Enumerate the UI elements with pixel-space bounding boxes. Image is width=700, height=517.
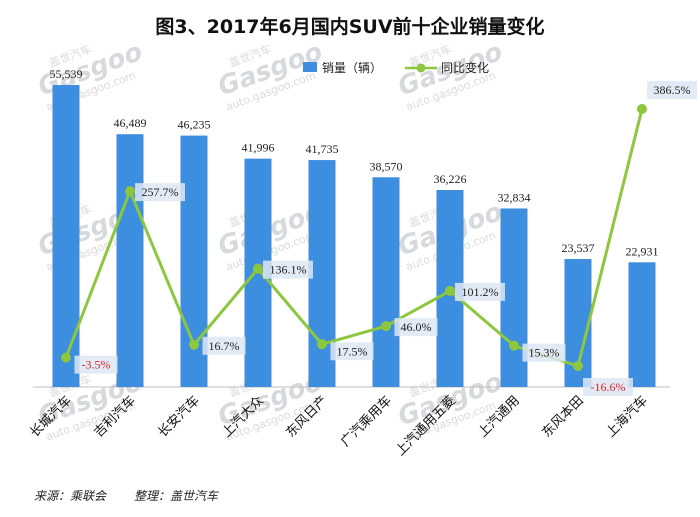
yoy-point <box>253 263 263 274</box>
bar-value-label: 46,235 <box>178 118 211 132</box>
bar <box>116 134 144 387</box>
bar <box>628 262 656 387</box>
category-labels: 长城汽车 吉利汽车 长安汽车 上汽大众 东风日产 广汽乘用车上汽通用五菱 上汽通用 东风本田上… <box>27 393 651 459</box>
yoy-value-label: -3.5% <box>82 358 111 372</box>
yoy-value-label: 136.1% <box>270 263 307 277</box>
yoy-point <box>317 339 327 350</box>
yoy-value-label: 16.7% <box>209 339 240 353</box>
legend-bar-label: 销量（辆） <box>322 61 382 75</box>
bar-value-label: 32,834 <box>498 190 531 204</box>
yoy-label-bg <box>263 260 313 279</box>
yoy-point <box>509 340 519 351</box>
category-label: 广汽乘用车 <box>338 393 395 450</box>
yoy-line-series <box>61 104 647 371</box>
category-label: 长安汽车 <box>155 393 203 441</box>
yoy-label-bg <box>583 378 633 396</box>
bar-value-label: 36,226 <box>434 172 467 186</box>
yoy-label-bg <box>647 81 697 99</box>
yoy-point <box>61 352 71 363</box>
category-label: 上海汽车 <box>603 393 651 441</box>
yoy-value-label: 15.3% <box>529 346 560 360</box>
yoy-label-bg <box>330 342 374 361</box>
bar <box>372 177 400 387</box>
yoy-value-label: 386.5% <box>654 83 691 97</box>
bar-value-label: 41,996 <box>242 141 275 155</box>
yoy-point <box>125 186 135 197</box>
yoy-point <box>189 339 199 350</box>
yoy-point <box>445 285 455 296</box>
yoy-value-label: -16.6% <box>591 380 626 394</box>
bar-value-label: 22,931 <box>626 244 659 258</box>
bar-value-label: 23,537 <box>562 241 595 255</box>
bar-series <box>52 85 656 387</box>
yoy-point <box>637 104 647 114</box>
legend: 销量（辆） 同比变化 <box>303 60 489 75</box>
yoy-point <box>381 321 391 332</box>
yoy-point <box>573 361 583 371</box>
yoy-label-bg <box>522 343 566 362</box>
category-label: 东风本田 <box>539 393 586 440</box>
yoy-value-label: 17.5% <box>337 344 368 358</box>
yoy-label-bg <box>74 355 118 374</box>
yoy-value-label: 46.0% <box>401 320 432 334</box>
chart-title: 图3、2017年6月国内SUV前十企业销量变化 <box>155 15 544 38</box>
yoy-value-label: 101.2% <box>462 285 499 299</box>
bar-value-label: 55,539 <box>50 67 83 81</box>
yoy-value-label: 257.7% <box>142 185 179 199</box>
yoy-value-labels: -3.5% 257.7% 16.7% 136.1% 17.5% 46.0% 101.2% 15… <box>74 81 697 396</box>
legend-line-label: 同比变化 <box>441 60 489 75</box>
bar <box>52 85 80 387</box>
legend-line-marker <box>416 63 426 73</box>
legend-bar-swatch <box>303 62 317 72</box>
bar-value-labels: 55,539 46,489 46,235 41,996 41,735 38,570 36,2… <box>50 67 659 258</box>
organizer-note: 整理：盖世汽车 <box>134 489 220 503</box>
yoy-label-bg <box>455 282 505 301</box>
yoy-label-bg <box>135 183 185 202</box>
yoy-label-bg <box>394 318 438 337</box>
source-note: 来源：乘联会 <box>34 489 108 503</box>
bar-value-label: 46,489 <box>114 116 147 130</box>
yoy-line <box>64 108 644 368</box>
yoy-label-bg <box>202 336 246 355</box>
bar-value-label: 38,570 <box>370 159 403 173</box>
bar-value-label: 41,735 <box>306 142 339 156</box>
